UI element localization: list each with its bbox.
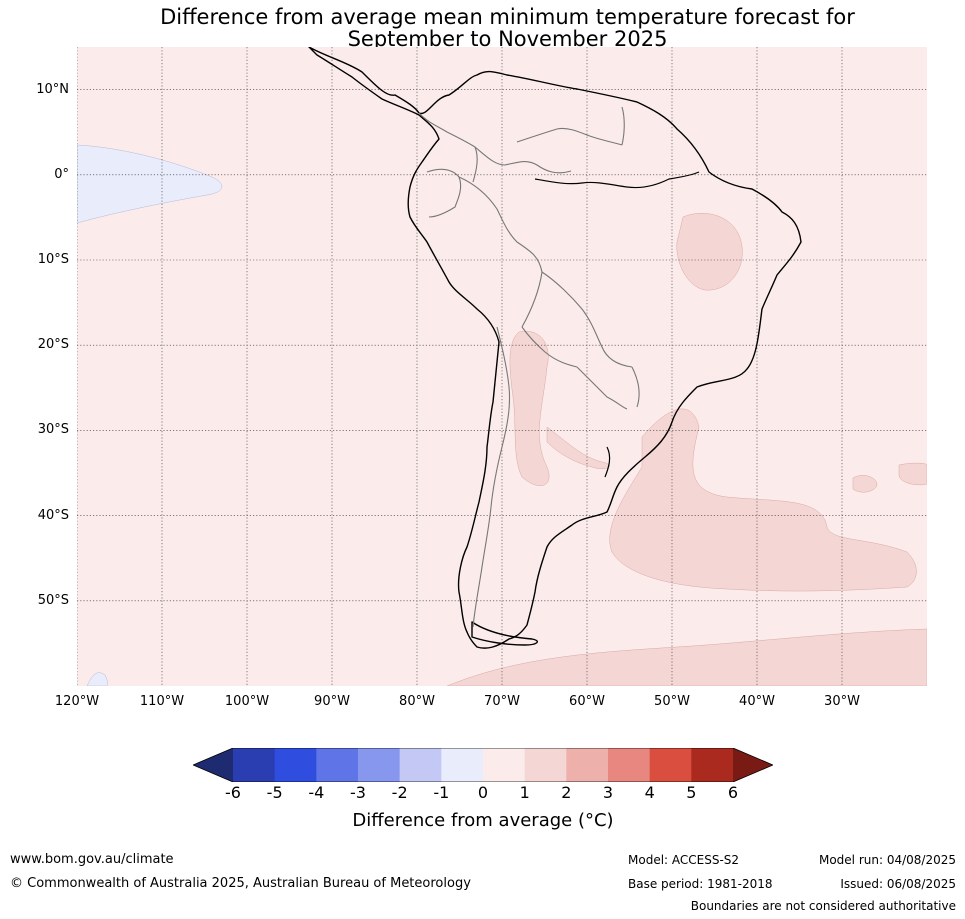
colorbar-tick-label: 0 [477,783,489,802]
colorbar-tick-label: -6 [225,783,241,802]
colorbar-bin [524,748,567,782]
longitude-label: 40°W [739,694,775,709]
map-panel [77,47,927,686]
footer-model-run: Model run: 04/08/2025 [818,853,956,867]
anomaly-1-to-2-regions [446,213,927,686]
colorbar-label: Difference from average (°C) [352,810,614,831]
anomaly-region-southwest [86,672,108,686]
colorbar-arrow-high [733,748,773,782]
gridlines [77,47,927,686]
latitude-label: 10°S [37,252,69,267]
map-title-line2: September to November 2025 [347,27,668,51]
longitude-label: 110°W [139,694,185,709]
latitude-label: 20°S [37,337,69,353]
colorbar-bin [316,748,359,782]
colorbar-bin [358,748,401,782]
footer-disclaimer: Boundaries are not considered authoritat… [690,899,956,913]
colorbar-tick-label: -3 [350,783,366,802]
map-canvas [77,47,927,686]
colorbar-bin [274,748,317,782]
colorbar-tick-label: -1 [433,783,450,802]
colorbar-tick-label: 4 [644,783,655,802]
map-title-line1: Difference from average mean minimum tem… [160,5,855,29]
colorbar-bin [649,748,692,782]
colorbar-bin [399,748,442,782]
latitude-label: 40°S [37,507,69,523]
coastline-main [308,47,802,649]
colorbar-tick-label: 6 [727,783,739,802]
country-borders [418,106,640,628]
anomaly-region-small-east [852,475,878,493]
coastline [308,47,802,649]
colorbar-tick-label: -4 [308,783,325,802]
longitude-label: 80°W [399,694,435,709]
footer-copyright: © Commonwealth of Australia 2025, Austra… [10,876,471,891]
longitude-label: 100°W [224,694,270,709]
anomaly-region-pacific [77,144,223,224]
latitude-label: 0° [54,166,69,182]
colorbar-bin [441,748,484,782]
footer-issued: Issued: 06/08/2025 [840,877,956,891]
footer-model: Model: ACCESS-S2 [628,853,740,867]
anomaly-region-andes [509,330,550,486]
colorbar-tick-label: 5 [686,783,697,802]
rivers [534,171,700,478]
colorbar-bin [608,748,651,782]
longitude-label: 30°W [824,694,860,709]
longitude-label: 90°W [314,694,350,709]
colorbar-bin [483,748,526,782]
colorbar [193,748,773,782]
footer-website: www.bom.gov.au/climate [10,852,174,867]
anomaly-region-south [446,628,927,686]
colorbar-bin [566,748,609,782]
longitude-label: 120°W [54,694,100,709]
latitude-label: 50°S [37,592,69,608]
colorbar-tick-label: 1 [519,783,530,802]
longitude-label: 70°W [484,694,520,709]
colorbar-bin [233,748,276,782]
colorbar-tick-label: 3 [602,783,614,802]
anomaly-region-brazil [676,213,743,291]
latitude-label: 30°S [37,422,69,438]
anomaly-neg1-to-0-regions [77,144,223,686]
anomaly-region-south-atlantic [609,408,917,592]
latitude-label: 10°N [36,81,69,97]
coastline-tierra-del-fuego [471,621,539,646]
footer-base-period: Base period: 1981-2018 [628,877,773,891]
colorbar-tick-label: 2 [561,783,572,802]
anomaly-region-east-patch [898,462,927,486]
colorbar-tick-label: -5 [266,783,283,802]
colorbar-tick-label: -2 [391,783,408,802]
colorbar-arrow-low [193,748,233,782]
longitude-label: 60°W [569,694,605,709]
longitude-label: 50°W [654,694,690,709]
colorbar-bin [691,748,734,782]
